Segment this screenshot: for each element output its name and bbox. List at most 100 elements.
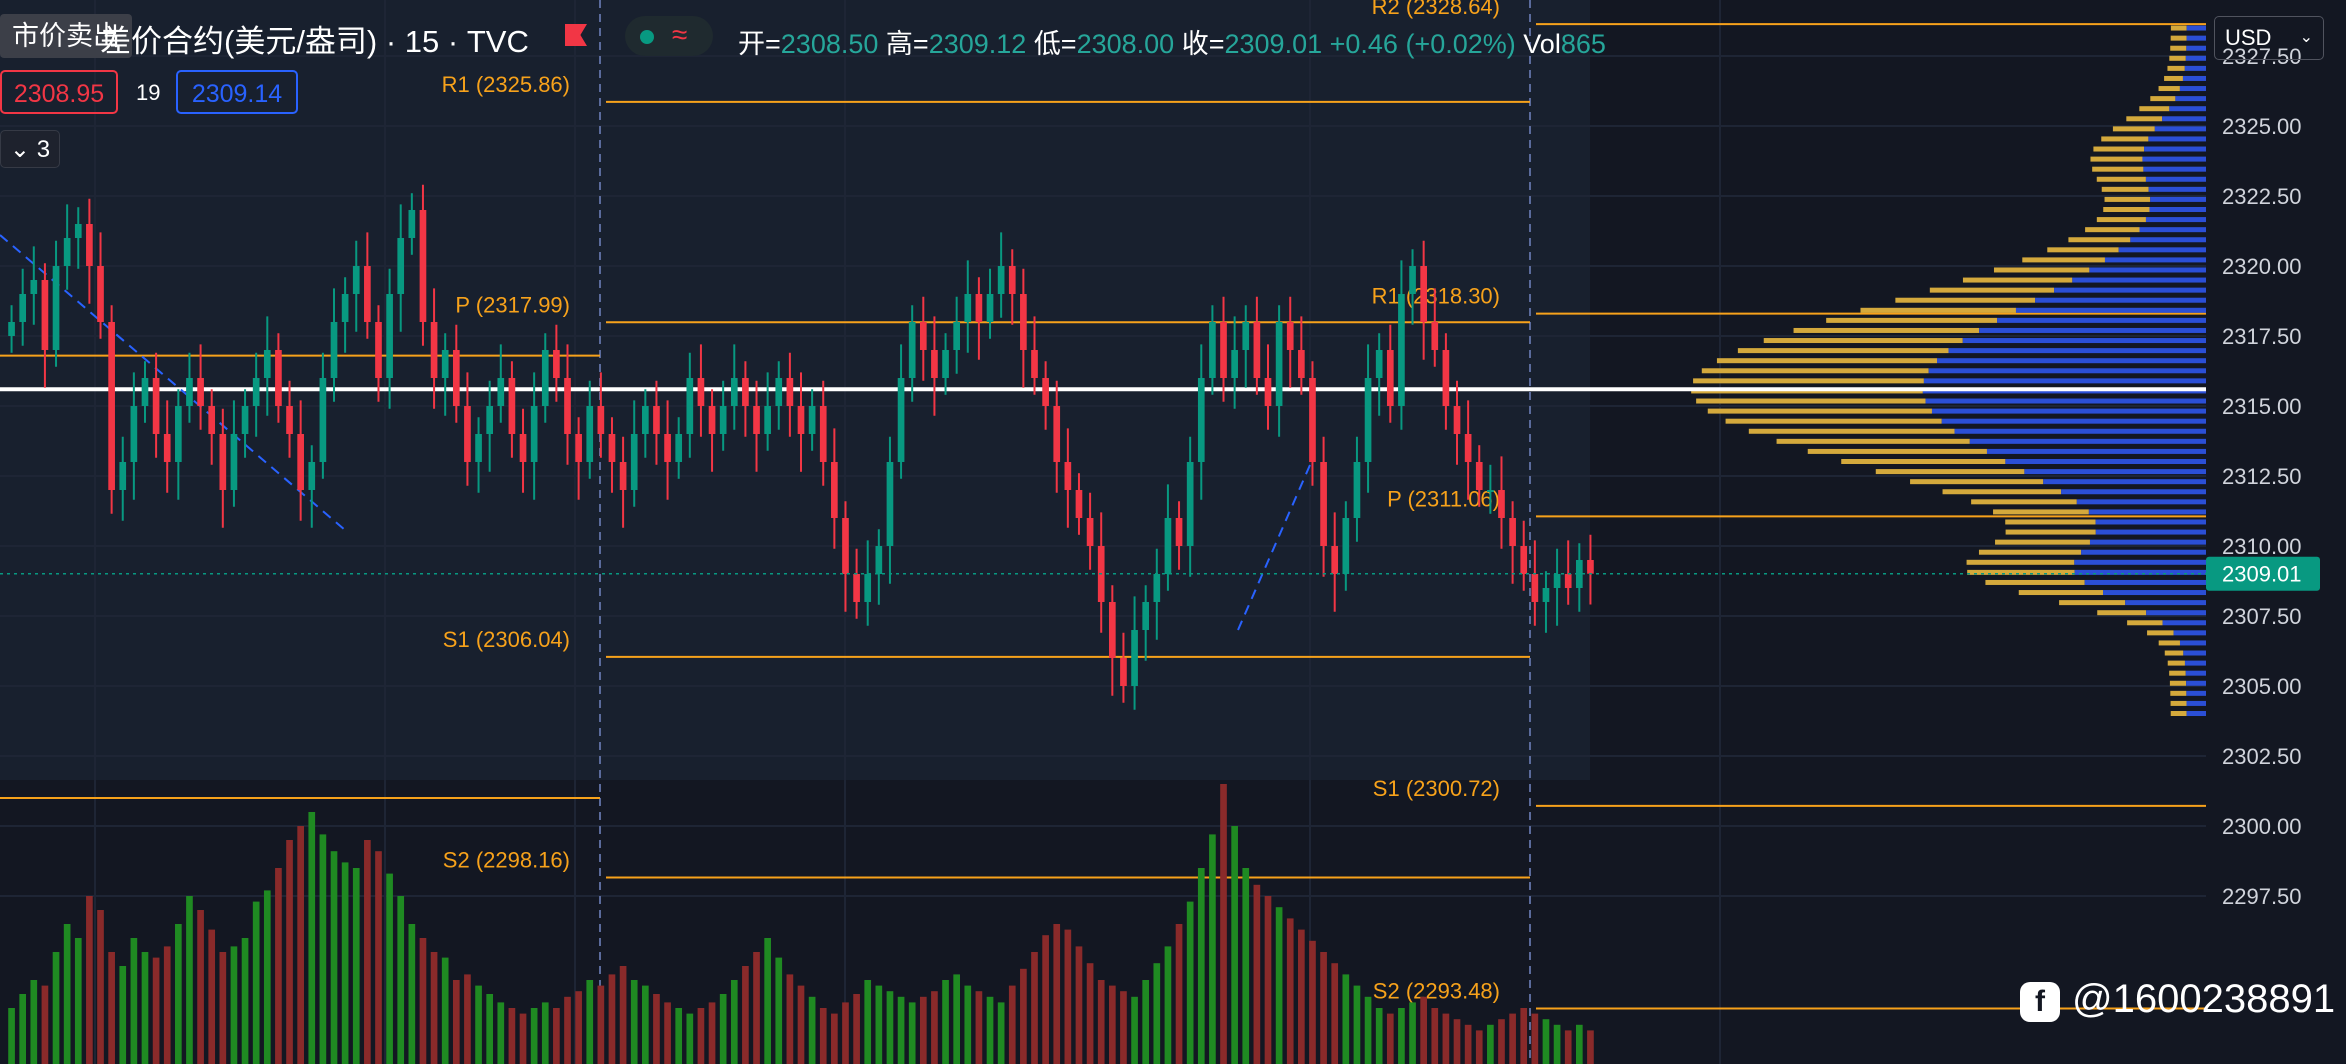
volume-profile-up-bar: [2018, 590, 2104, 596]
candle-body: [1453, 406, 1461, 434]
currency-select[interactable]: USD ⌄: [2214, 16, 2324, 60]
candle-body: [1375, 350, 1383, 378]
volume-bar: [263, 890, 271, 1064]
volume-bar: [897, 996, 905, 1064]
volume-profile-up-bar: [1995, 539, 2090, 545]
volume-profile-up-bar: [1725, 418, 1942, 424]
volume-bar: [519, 1013, 527, 1064]
volume-profile-down-bar: [1941, 418, 2206, 424]
volume-bar: [1042, 935, 1049, 1064]
volume-bar: [686, 1013, 694, 1064]
volume-bar: [475, 985, 482, 1064]
volume-bar: [219, 952, 227, 1064]
candle-body: [1031, 350, 1038, 378]
price-tick-label: 2297.50: [2222, 884, 2302, 909]
volume-profile-up-bar: [2169, 670, 2186, 676]
candle-body: [163, 434, 171, 462]
volume-profile-down-bar: [2145, 176, 2206, 182]
volume-profile-up-bar: [1860, 307, 2016, 313]
candle-body: [1108, 602, 1116, 658]
sell-price-button[interactable]: 2308.95: [0, 70, 118, 114]
close-key: 收=: [1181, 29, 1225, 59]
volume-bar: [1008, 985, 1016, 1064]
candle-body: [642, 406, 649, 434]
price-axis[interactable]: [2206, 0, 2346, 1064]
buy-price-button[interactable]: 2309.14: [176, 70, 298, 114]
volume-profile-down-bar: [2154, 126, 2206, 132]
volume-bar: [908, 1002, 916, 1064]
candle-body: [1353, 462, 1361, 518]
volume-bar: [1275, 907, 1283, 1064]
volume-bar: [564, 996, 571, 1064]
candle-body: [897, 378, 905, 462]
volume-bar: [1064, 929, 1072, 1064]
market-status[interactable]: [625, 16, 713, 56]
pivot-label: S2 (2298.16): [443, 848, 570, 873]
candle-body: [764, 406, 771, 434]
volume-profile-down-bar: [2118, 247, 2206, 253]
volume-profile-down-bar: [1931, 408, 2206, 414]
volume-bar: [1475, 1030, 1483, 1064]
candle-body: [386, 294, 393, 378]
trend-line[interactable]: [1237, 464, 1311, 631]
volume-bar: [364, 840, 371, 1064]
price-tick-label: 2322.50: [2222, 184, 2302, 209]
candle-body: [375, 322, 382, 378]
volume-bar: [753, 952, 760, 1064]
indicators-toggle-button[interactable]: ⌄ 3: [0, 130, 60, 168]
volume-profile-down-bar: [2095, 519, 2206, 525]
volume-bar: [675, 1008, 683, 1064]
volume-bar: [1431, 1008, 1439, 1064]
volume-bar: [441, 957, 449, 1064]
candle-body: [864, 574, 872, 602]
volume-bar: [1131, 996, 1138, 1064]
volume-profile-down-bar: [2103, 590, 2206, 596]
volume-bar: [742, 966, 749, 1064]
volume-bar: [297, 826, 304, 1064]
volume-profile-up-bar: [1696, 398, 1926, 404]
volume-profile-down-bar: [2186, 45, 2206, 51]
volume-bar: [730, 980, 738, 1064]
volume-profile-down-bar: [2162, 116, 2206, 122]
volume-profile-down-bar: [1937, 358, 2206, 364]
volume-bar: [664, 1002, 671, 1064]
volume-bar: [230, 946, 238, 1064]
candle-body: [1275, 322, 1283, 406]
volume-bar: [541, 1002, 549, 1064]
volume-profile-up-bar: [2068, 237, 2131, 243]
volume-bar: [1498, 1019, 1505, 1064]
volume-profile-up-bar: [2005, 519, 2096, 525]
volume-profile-up-bar: [1793, 327, 1980, 333]
price-tick-label: 2312.50: [2222, 464, 2302, 489]
volume-bar: [1186, 901, 1194, 1064]
candle-body: [464, 406, 471, 462]
volume-bar: [1509, 1013, 1516, 1064]
volume-profile-up-bar: [2170, 25, 2187, 31]
candle-body: [597, 406, 605, 434]
candle-body: [697, 378, 705, 406]
volume-bar: [775, 957, 783, 1064]
volume-bar: [986, 996, 994, 1064]
volume-bar: [853, 994, 860, 1064]
flag-icon[interactable]: [565, 24, 587, 46]
volume-profile-down-bar: [2179, 640, 2206, 646]
low-value: 2308.00: [1076, 29, 1175, 59]
volume-profile-up-bar: [1967, 569, 2075, 575]
symbol-title[interactable]: 差价合约(美元/盎司) · 15 · TVC: [100, 24, 529, 59]
volume-profile-up-bar: [1716, 358, 1938, 364]
candle-body: [797, 406, 805, 434]
volume-profile-up-bar: [2096, 176, 2146, 182]
price-tick-label: 2307.50: [2222, 604, 2302, 629]
market-sell-label[interactable]: 市价卖出: [0, 14, 132, 58]
volume-profile-down-bar: [2095, 529, 2206, 535]
volume-profile-up-bar: [2103, 207, 2150, 212]
candle-body: [252, 378, 260, 406]
candle-body: [97, 266, 104, 322]
volume-bar: [1209, 834, 1216, 1064]
chevron-down-icon: ⌄: [2299, 29, 2313, 46]
volume-profile-up-bar: [1993, 509, 2089, 515]
volume-profile-down-bar: [2183, 650, 2206, 656]
volume-bar: [864, 980, 872, 1064]
volume-profile-down-bar: [2074, 569, 2206, 575]
